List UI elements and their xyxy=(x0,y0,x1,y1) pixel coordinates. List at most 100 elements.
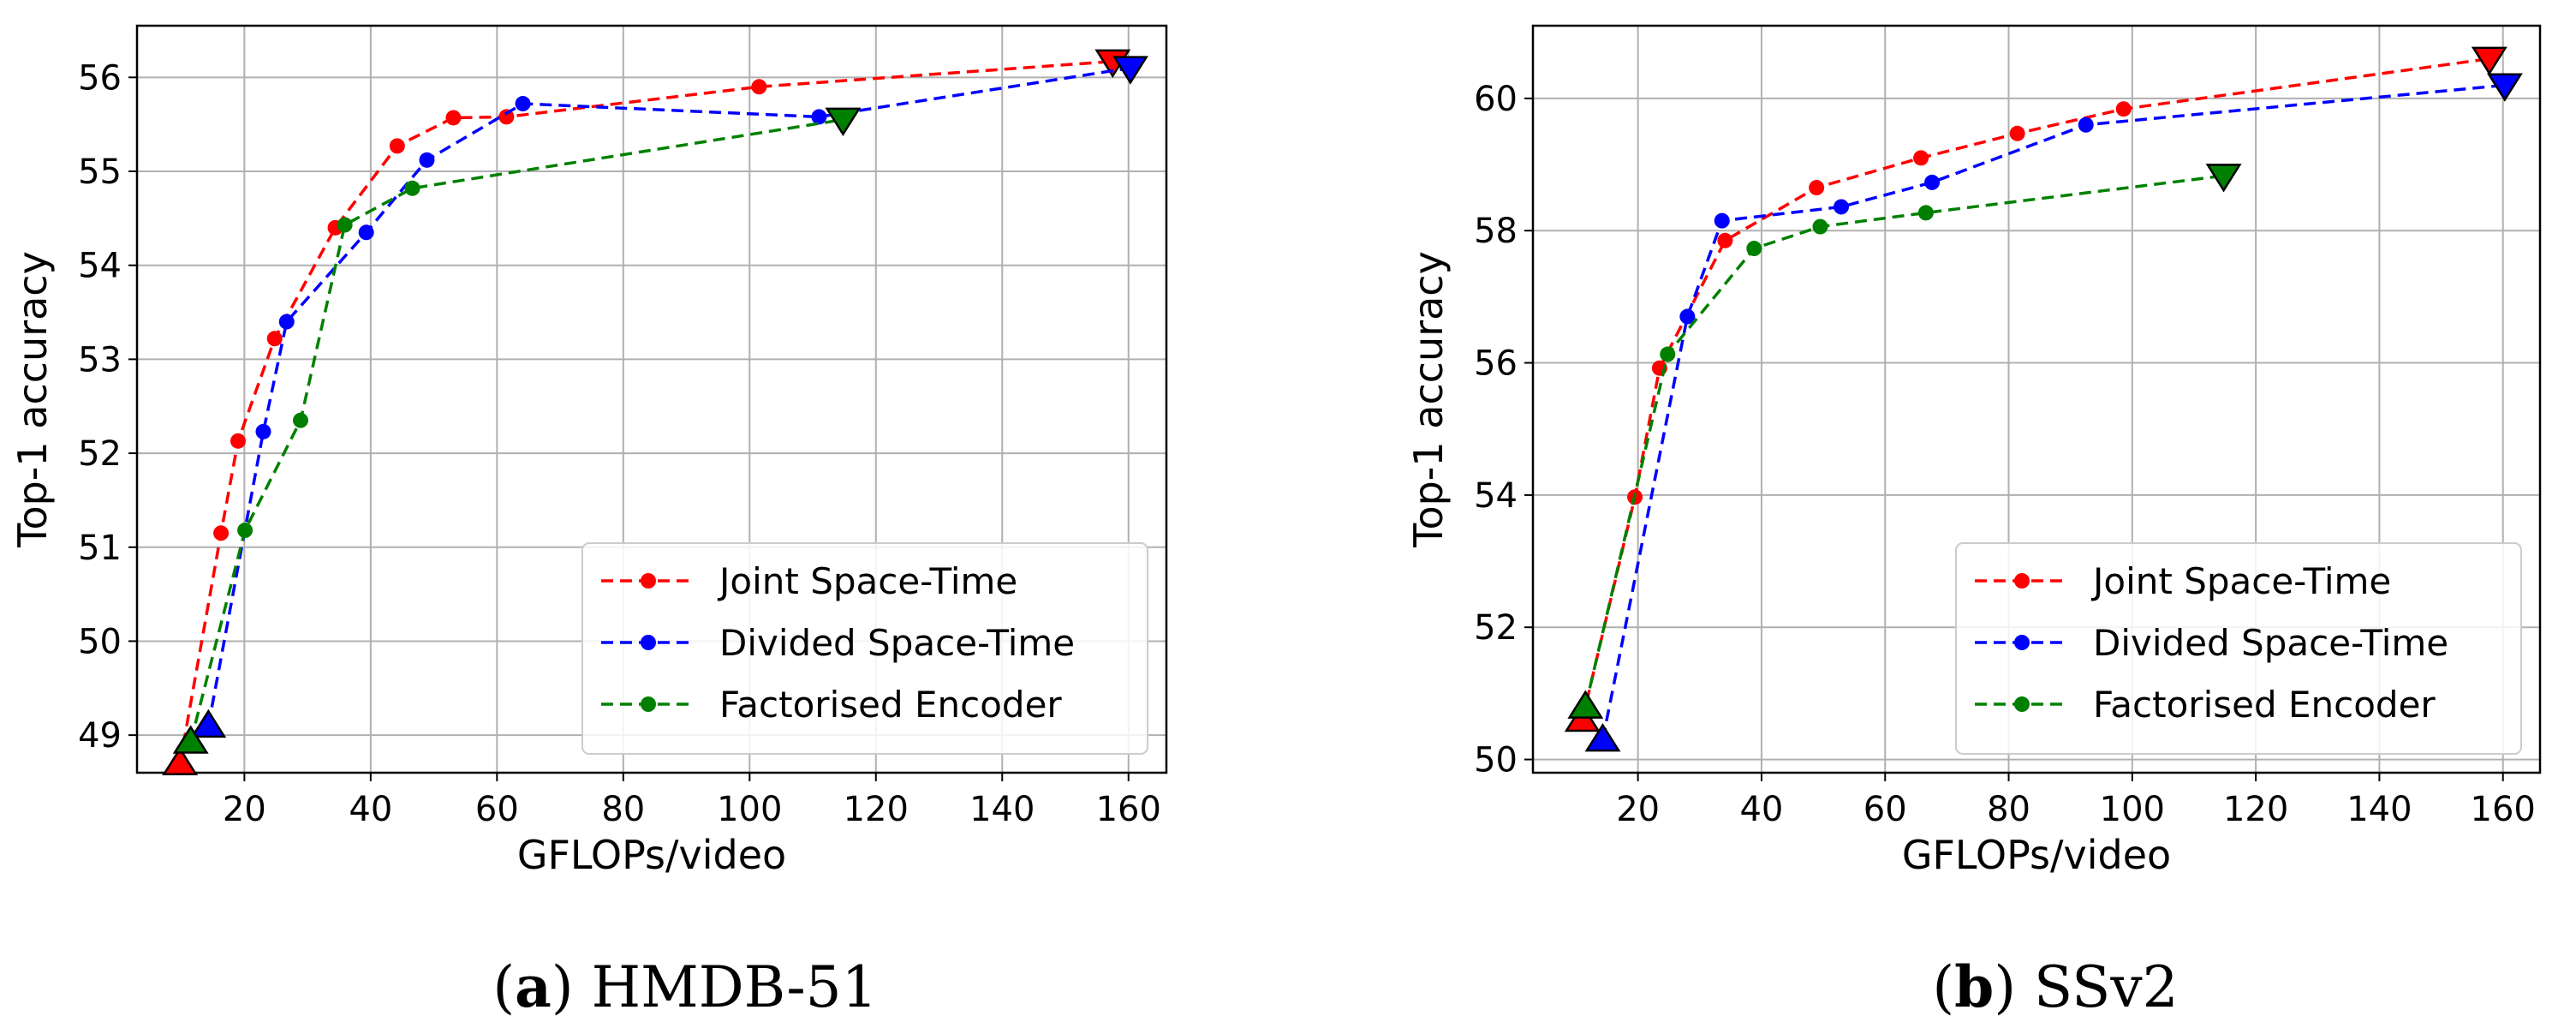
start-point-marker xyxy=(162,746,199,776)
series-line xyxy=(178,59,1113,764)
end-point-marker xyxy=(1112,56,1148,85)
y-axis-label: Top-1 accuracy xyxy=(9,251,56,548)
data-point xyxy=(1714,212,1730,229)
y-tick-label: 52 xyxy=(78,434,122,474)
legend-item: Factorised Encoder xyxy=(601,684,1062,726)
data-point xyxy=(445,110,462,126)
legend-marker xyxy=(2014,696,2030,712)
panel-caption: (b) SSv2 xyxy=(1932,953,2178,1020)
chart-panel-1: 20 40 60 80 100 120 140 160 49 50 51 52 53 54 55 56 Join… xyxy=(9,24,1168,1020)
series-divided-space-time xyxy=(190,56,1148,738)
legend-item: Divided Space-Time xyxy=(1975,622,2448,664)
legend-marker xyxy=(641,696,656,712)
start-point-marker xyxy=(1584,723,1621,752)
data-point xyxy=(1834,199,1850,215)
y-tick-label: 52 xyxy=(1474,608,1518,648)
end-point-marker xyxy=(2471,46,2507,75)
series-line xyxy=(188,117,844,743)
x-tick-label: 160 xyxy=(2471,790,2536,829)
caption-close-paren: ) xyxy=(552,954,592,1020)
series-divided-space-time xyxy=(1584,73,2523,752)
data-point xyxy=(255,423,271,439)
caption-text: HMDB-51 xyxy=(592,954,878,1020)
caption-letter: a xyxy=(515,953,552,1020)
y-tick-label: 55 xyxy=(78,152,122,192)
data-point xyxy=(1717,232,1733,248)
y-tick-label: 58 xyxy=(1474,212,1518,251)
data-point xyxy=(1746,241,1762,257)
y-tick-label: 50 xyxy=(1474,741,1518,780)
data-point xyxy=(213,525,230,541)
caption-close-paren: ) xyxy=(1994,954,2034,1020)
legend-marker xyxy=(2014,573,2030,589)
legend-marker xyxy=(641,635,656,650)
legend-item: Divided Space-Time xyxy=(601,622,1075,664)
legend-label: Factorised Encoder xyxy=(2093,684,2436,726)
legend-box xyxy=(581,542,1148,755)
end-point-marker xyxy=(2486,73,2523,102)
legend: Joint Space-Time Divided Space-Time Factor… xyxy=(581,542,1148,755)
caption-letter: b xyxy=(1954,953,1994,1020)
data-point xyxy=(230,433,246,449)
x-tick-label: 120 xyxy=(844,790,909,829)
series-factorised-encoder xyxy=(1567,164,2242,719)
legend-label: Joint Space-Time xyxy=(717,560,1017,602)
plot-frame xyxy=(135,24,1168,774)
x-tick-label: 20 xyxy=(223,790,266,829)
end-point-marker xyxy=(825,107,862,137)
data-point xyxy=(389,138,405,154)
y-tick-label: 50 xyxy=(78,622,122,661)
start-point-marker xyxy=(1567,690,1604,719)
data-point xyxy=(811,109,827,125)
end-point-marker xyxy=(2205,164,2242,193)
data-point xyxy=(1812,218,1828,235)
x-tick-label: 60 xyxy=(1863,790,1907,829)
y-tick-label: 53 xyxy=(78,340,122,380)
data-point xyxy=(237,523,253,539)
x-tick-label: 20 xyxy=(1616,790,1660,829)
data-point xyxy=(2115,101,2132,117)
legend-marker xyxy=(641,573,656,589)
series-factorised-encoder xyxy=(172,107,862,754)
data-point xyxy=(404,180,420,196)
x-tick-label: 100 xyxy=(717,790,782,829)
data-point xyxy=(266,331,283,347)
data-point xyxy=(2078,117,2094,133)
y-tick-label: 54 xyxy=(78,247,122,286)
data-point xyxy=(292,412,308,428)
data-point xyxy=(1660,346,1676,362)
x-tick-label: 40 xyxy=(1739,790,1783,829)
data-point xyxy=(358,224,374,241)
series-joint-space-time xyxy=(162,49,1131,776)
data-point xyxy=(1679,308,1696,325)
legend-label: Divided Space-Time xyxy=(719,622,1075,664)
x-tick-label: 60 xyxy=(475,790,519,829)
x-tick-label: 80 xyxy=(601,790,645,829)
x-tick-label: 140 xyxy=(2346,790,2412,829)
x-tick-label: 40 xyxy=(349,790,392,829)
start-point-marker xyxy=(172,725,209,754)
y-tick-label: 51 xyxy=(78,529,122,568)
caption-text: SSv2 xyxy=(2034,954,2179,1020)
y-tick-label: 49 xyxy=(78,716,122,756)
data-point xyxy=(1809,180,1825,196)
x-axis-label: GFLOPs/video xyxy=(1902,832,2171,878)
caption-open-paren: ( xyxy=(492,954,515,1020)
x-axis-label: GFLOPs/video xyxy=(517,832,786,878)
data-point xyxy=(1924,174,1941,190)
chart-panel-2: 20 40 60 80 100 120 140 160 50 52 54 56 58 60 Joint Sp… xyxy=(1405,24,2542,1020)
legend-marker xyxy=(2014,635,2030,650)
legend-item: Factorised Encoder xyxy=(1975,684,2436,726)
series-line xyxy=(1583,174,2224,708)
y-tick-label: 56 xyxy=(1474,344,1518,384)
data-point xyxy=(2009,125,2025,141)
legend-box xyxy=(1955,542,2522,755)
legend-item: Joint Space-Time xyxy=(1975,560,2391,602)
data-point xyxy=(1913,150,1929,166)
y-tick-label: 56 xyxy=(78,58,122,98)
y-tick-label: 60 xyxy=(1474,80,1518,119)
y-tick-label: 54 xyxy=(1474,476,1518,516)
x-tick-label: 120 xyxy=(2223,790,2288,829)
data-point xyxy=(337,217,353,233)
